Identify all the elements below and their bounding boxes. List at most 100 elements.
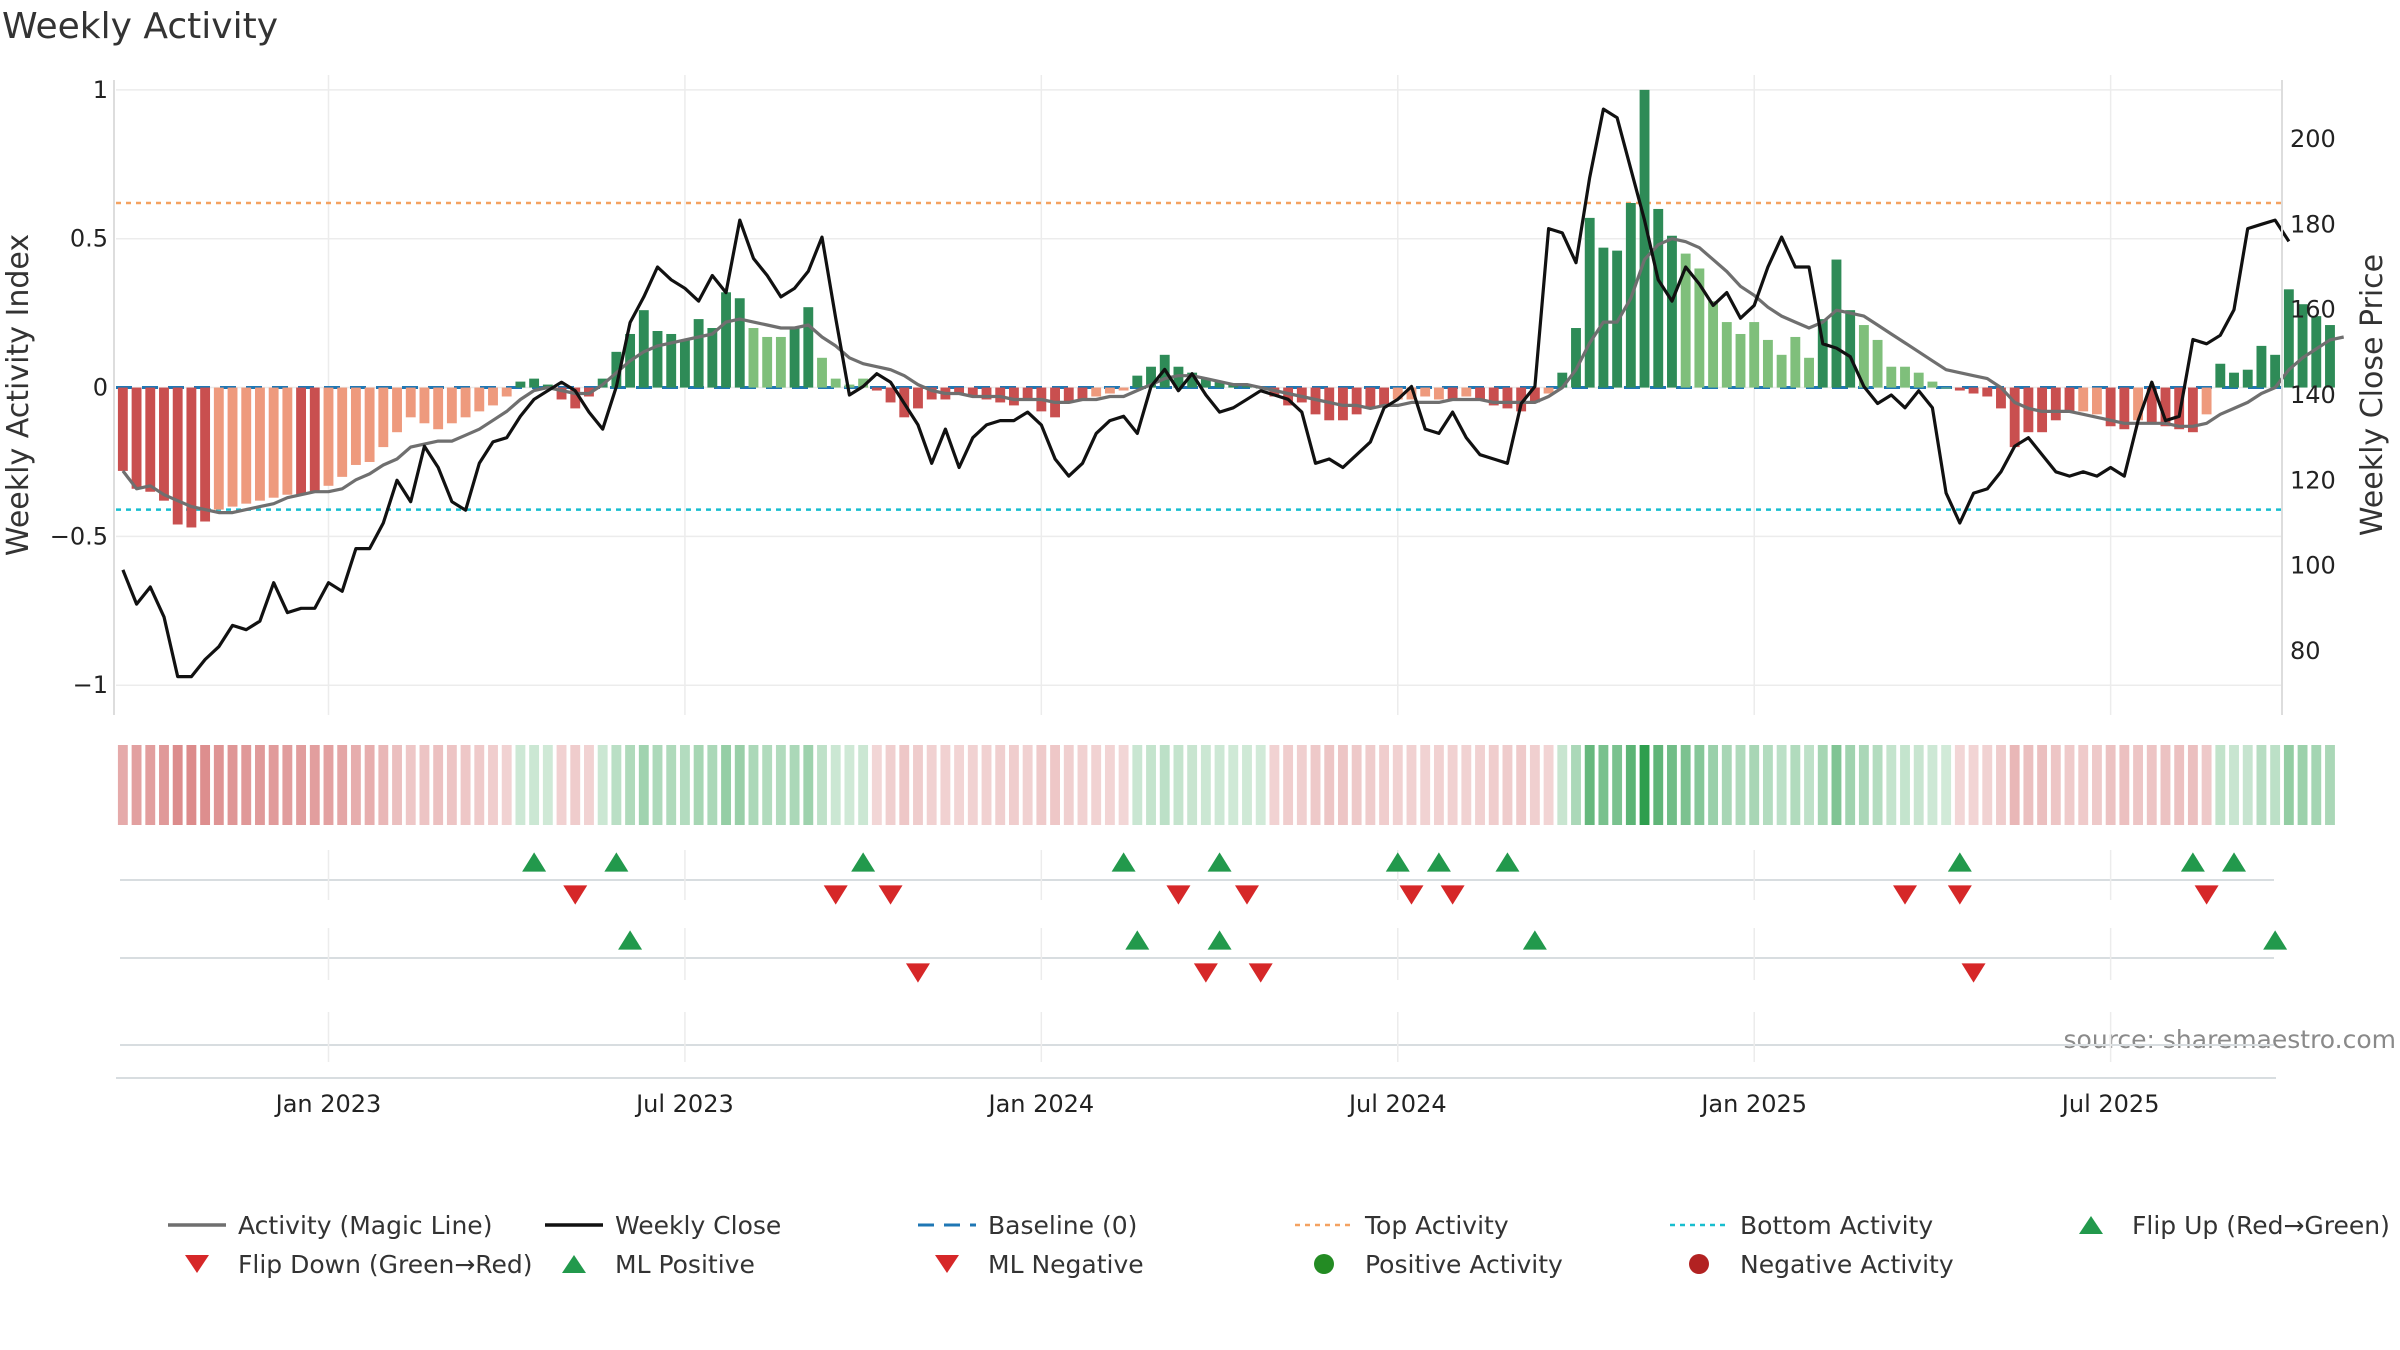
heat-cell (1721, 745, 1732, 825)
flip-down-marker (878, 885, 903, 905)
activity-bar (1653, 208, 1664, 388)
activity-bar (2283, 289, 2294, 388)
activity-bar (392, 387, 402, 433)
ml-positive-marker (1125, 930, 1150, 950)
heat-cell (2242, 745, 2253, 825)
activity-bar (172, 387, 183, 525)
ml-positive-marker (2263, 930, 2288, 950)
ml-negative-marker (1193, 963, 1218, 983)
activity-bar (1502, 387, 1513, 409)
ml-positive-marker (618, 930, 643, 950)
activity-bar (433, 387, 444, 430)
activity-bar (1379, 387, 1390, 406)
heat-cell (529, 745, 540, 825)
activity-bar (1406, 387, 1417, 400)
activity-bar (2242, 369, 2253, 388)
ml-negative-marker (905, 963, 930, 983)
left-tick-label: 1 (93, 76, 108, 104)
heat-cell (2091, 745, 2102, 825)
heat-cell (1063, 745, 1074, 825)
activity-bar (679, 339, 690, 388)
activity-bar (1735, 333, 1746, 388)
heat-cell (2187, 745, 2198, 825)
weekly-close-line (121, 107, 2291, 679)
activity-bar (1461, 387, 1472, 397)
heat-cell (159, 745, 169, 825)
activity-bar (405, 387, 416, 418)
heat-cell (542, 745, 553, 825)
heat-cell (967, 745, 978, 825)
activity-bar (1488, 387, 1499, 406)
heat-cell (1214, 745, 1225, 825)
flip-down-marker (1440, 885, 1465, 905)
left-tick-label: 0.5 (70, 225, 108, 253)
activity-bar (1996, 387, 2006, 409)
activity-bar (721, 292, 731, 388)
activity-bar (227, 387, 238, 507)
heat-cell (213, 745, 224, 825)
activity-bar (2133, 387, 2143, 421)
legend-label: Activity (Magic Line) (238, 1211, 492, 1240)
activity-bar (1118, 387, 1129, 391)
x-tick-label: Jul 2024 (1347, 1090, 1447, 1118)
activity-bar (419, 387, 430, 424)
flip-down-marker (1893, 885, 1918, 905)
flip-down-marker (1399, 885, 1424, 905)
activity-bar (1872, 339, 1883, 388)
activity-bar (1091, 387, 1102, 397)
activity-bar (1543, 387, 1554, 394)
heat-cell (1242, 745, 1252, 825)
heat-cell (364, 745, 375, 825)
activity-bar (926, 387, 937, 400)
activity-bar (350, 387, 361, 465)
activity-bar (268, 387, 279, 498)
heat-cell (995, 745, 1006, 825)
ml-negative-marker (1248, 963, 1273, 983)
heat-cell (2009, 745, 2020, 825)
flip-up-marker (1207, 852, 1232, 872)
heat-cell (515, 745, 526, 825)
activity-bar (1516, 387, 1527, 412)
heat-cell (1968, 745, 1979, 825)
activity-bar (1598, 247, 1609, 388)
legend: Activity (Magic Line) Weekly Close Baselin… (168, 1211, 2390, 1279)
activity-bar (296, 387, 307, 495)
flip-up-marker (1111, 852, 1136, 872)
heat-cell (200, 745, 211, 825)
heat-cell (296, 745, 307, 825)
activity-bar (2256, 345, 2267, 388)
heat-cell (1886, 745, 1897, 825)
heat-cell (1749, 745, 1760, 825)
activity-bar (1708, 301, 1719, 388)
legend-label: Weekly Close (615, 1211, 781, 1240)
heat-cell (1996, 745, 2006, 825)
heat-cell (913, 745, 923, 825)
heat-cell (1817, 745, 1828, 825)
flip-down-marker (1166, 885, 1191, 905)
activity-bar (1968, 387, 1979, 394)
heat-cell (268, 745, 279, 825)
heat-cell (405, 745, 416, 825)
heat-cell (721, 745, 731, 825)
heat-cell (1790, 745, 1801, 825)
activity-bar (803, 307, 814, 388)
heat-cell (2119, 745, 2130, 825)
heat-cell (844, 745, 855, 825)
right-tick-label: 120 (2290, 466, 2336, 494)
heat-cell (460, 745, 471, 825)
activity-bar (748, 328, 759, 388)
heat-cell (1954, 745, 1965, 825)
heat-cell (1612, 745, 1623, 825)
heat-cell (954, 745, 965, 825)
activity-bar (1831, 259, 1842, 388)
activity-bar (213, 387, 224, 510)
activity-bar (1817, 319, 1828, 388)
activity-bar (693, 319, 704, 388)
heat-cell (501, 745, 512, 825)
heat-cell (1584, 745, 1595, 825)
activity-bar (255, 387, 265, 501)
activity-bar (186, 387, 197, 528)
heat-cell (1461, 745, 1472, 825)
legend-label: Baseline (0) (988, 1211, 1137, 1240)
activity-bar (1790, 336, 1801, 388)
